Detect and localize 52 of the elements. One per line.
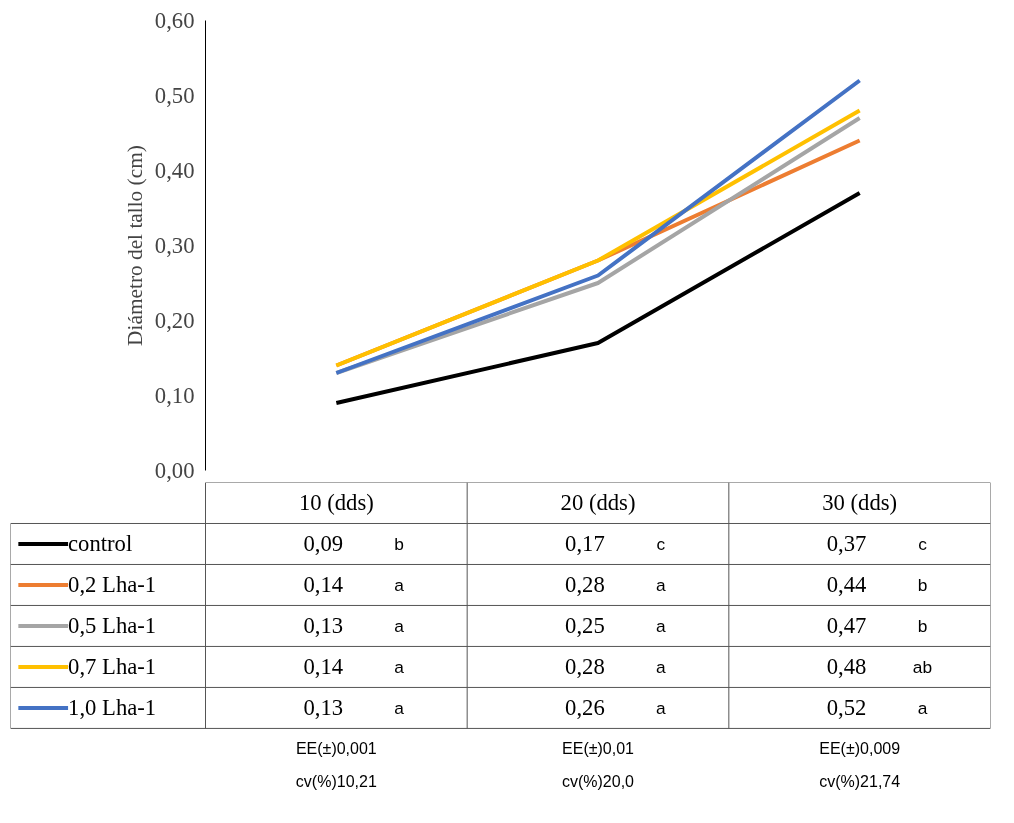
data-label: 0,17 (565, 531, 605, 557)
data-label: 0,28 (565, 572, 605, 598)
text: a (394, 615, 405, 636)
legend-label: 0,2 Lha-1 (68, 572, 157, 598)
data-label: 0,47 (826, 613, 867, 639)
data-label: 0,37 (826, 531, 867, 557)
y-tick-label: 0,10 (154, 383, 195, 408)
text: a (655, 656, 666, 677)
data-label: 0,25 (565, 613, 605, 639)
y-tick-label: 0,00 (154, 458, 195, 483)
text: EE(±)0,01 (562, 740, 635, 758)
y-tick-label: 0,20 (154, 308, 195, 333)
data-label: 0,26 (565, 695, 605, 721)
y-tick-label: 0,30 (154, 233, 195, 258)
text: EE(±)0,001 (295, 740, 377, 758)
text: a (655, 615, 666, 636)
data-label: 0,48 (826, 654, 867, 680)
x-tick-label: 10 (dds) (298, 490, 374, 516)
text: ab (912, 656, 933, 677)
text: a (655, 697, 666, 718)
text: c (918, 533, 928, 554)
legend-label: 0,7 Lha-1 (68, 654, 157, 680)
data-label: 0,14 (303, 654, 344, 680)
legend-label: 0,5 Lha-1 (68, 613, 157, 639)
legend-label: control (68, 531, 133, 557)
text: b (917, 615, 928, 636)
y-tick-label: 0,40 (154, 158, 195, 183)
text: cv(%)20,0 (561, 773, 635, 791)
data-label: 0,13 (303, 695, 344, 721)
text: b (394, 533, 404, 554)
text: c (656, 533, 666, 554)
text: a (917, 697, 928, 718)
data-label: 0,44 (826, 572, 867, 598)
y-tick-label: 0,50 (154, 83, 195, 108)
text: a (394, 574, 405, 595)
text: a (655, 574, 666, 595)
legend-label: 1,0 Lha-1 (68, 695, 157, 721)
y-tick-label: 0,60 (154, 8, 195, 33)
data-label: 0,09 (303, 531, 344, 557)
x-tick-label: 30 (dds) (822, 490, 898, 516)
text: cv(%)10,21 (295, 773, 377, 791)
data-label: 0,13 (303, 613, 344, 639)
text: EE(±)0,009 (819, 740, 901, 758)
data-label: 0,28 (565, 654, 605, 680)
text: a (394, 656, 405, 677)
y-axis-title: Diámetro del tallo (cm) (122, 145, 147, 346)
text: b (917, 574, 928, 595)
text: a (394, 697, 405, 718)
data-label: 0,52 (826, 695, 867, 721)
text: cv(%)21,74 (819, 773, 901, 791)
x-tick-label: 20 (dds) (560, 490, 636, 516)
data-label: 0,14 (303, 572, 344, 598)
